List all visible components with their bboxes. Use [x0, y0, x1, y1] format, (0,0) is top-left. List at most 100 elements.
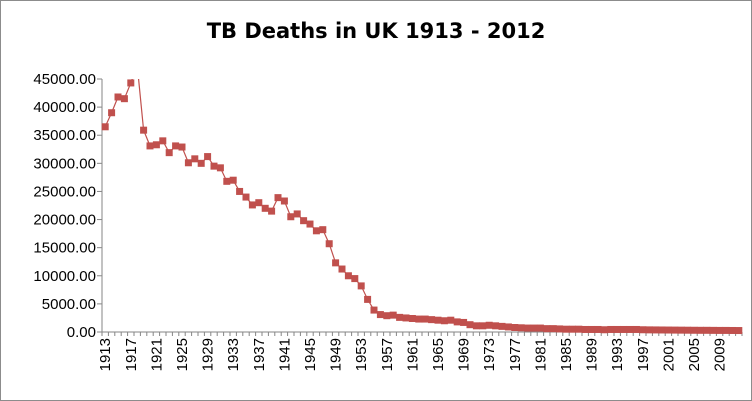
data-point	[236, 187, 244, 195]
x-tick-label: 1953	[353, 338, 370, 371]
data-point	[492, 322, 500, 330]
data-point	[383, 312, 391, 320]
data-point	[485, 321, 493, 329]
x-tick-label: 1985	[558, 338, 575, 371]
x-tick-label: 1993	[609, 338, 626, 371]
x-tick-label: 1925	[174, 338, 191, 371]
y-tick-label: 35000.00	[33, 127, 96, 144]
data-point	[191, 155, 199, 163]
data-point	[658, 326, 666, 334]
data-point	[575, 325, 583, 333]
x-tick-label: 1945	[302, 338, 319, 371]
data-point	[204, 153, 212, 161]
x-tick-label: 1933	[225, 338, 242, 371]
data-point	[479, 322, 487, 330]
data-point	[134, 61, 141, 68]
x-tick-label: 1973	[481, 338, 498, 371]
y-tick-label: 30000.00	[33, 155, 96, 172]
data-point	[248, 201, 256, 209]
data-point	[434, 316, 442, 324]
x-tick-label: 1989	[584, 338, 601, 371]
data-point	[229, 176, 237, 184]
data-point	[287, 213, 295, 221]
data-point	[504, 323, 512, 331]
y-tick-label: 0.00	[67, 324, 96, 341]
data-point	[524, 324, 532, 332]
data-point	[536, 324, 544, 332]
data-point	[344, 272, 352, 280]
data-point	[159, 137, 167, 145]
data-point	[735, 327, 743, 335]
data-point	[652, 326, 660, 334]
series-line	[104, 79, 739, 332]
x-tick-label: 1957	[379, 338, 396, 371]
data-point	[613, 325, 621, 333]
data-point	[600, 326, 608, 334]
data-point	[312, 227, 320, 235]
y-tick-label: 25000.00	[33, 183, 96, 200]
data-point	[332, 259, 340, 267]
data-point	[703, 326, 711, 334]
data-point	[351, 275, 359, 283]
data-point	[530, 324, 538, 332]
data-point	[588, 325, 596, 333]
data-point	[306, 220, 314, 228]
x-tick-label: 1921	[148, 338, 165, 371]
x-tick-label: 1917	[123, 338, 140, 371]
chart-title: TB Deaths in UK 1913 - 2012	[206, 19, 546, 43]
data-point	[415, 315, 423, 323]
series-group	[101, 61, 743, 335]
data-point	[357, 282, 365, 290]
data-point	[172, 142, 180, 150]
data-point	[684, 326, 692, 334]
data-point	[472, 322, 480, 330]
data-point	[274, 194, 282, 202]
x-tick-label: 1961	[404, 338, 421, 371]
data-point	[696, 326, 704, 334]
x-tick-label: 1981	[532, 338, 549, 371]
data-point	[639, 326, 647, 334]
data-point	[645, 326, 653, 334]
data-series	[101, 61, 743, 335]
y-tick-label: 45000.00	[33, 71, 96, 88]
data-point	[197, 159, 205, 167]
data-point	[300, 217, 308, 225]
data-point	[338, 265, 346, 273]
data-point	[626, 325, 634, 333]
data-point	[210, 162, 218, 170]
data-point	[562, 325, 570, 333]
data-point	[709, 326, 717, 334]
data-point	[421, 315, 429, 323]
y-axis: 0.00 5000.00 10000.00 15000.00 20000.00 25000…	[33, 71, 103, 341]
x-tick-label: 1997	[635, 338, 652, 371]
data-point	[549, 325, 557, 333]
data-point	[146, 142, 154, 150]
x-axis: 1913 1917 1921 1925 1929 1933 1937 1941 1945 1949…	[97, 331, 743, 371]
x-tick-label: 1949	[328, 338, 345, 371]
data-point	[319, 226, 327, 234]
data-point	[389, 311, 397, 319]
data-point	[268, 207, 276, 215]
data-point	[664, 326, 672, 334]
data-point	[440, 317, 448, 325]
data-point	[408, 315, 416, 323]
y-tick-label: 10000.00	[33, 268, 96, 285]
y-tick-label: 5000.00	[42, 296, 96, 313]
x-tick-label: 1977	[507, 338, 524, 371]
y-tick-label: 40000.00	[33, 99, 96, 116]
data-point	[460, 318, 468, 326]
x-tick-label: 1913	[97, 338, 114, 371]
data-point	[101, 123, 109, 131]
data-point	[511, 324, 519, 332]
y-tick-label: 20000.00	[33, 212, 96, 229]
x-tick-label: 1941	[276, 338, 293, 371]
x-tick-label: 1929	[200, 338, 217, 371]
data-point	[255, 199, 263, 207]
data-point	[120, 95, 128, 103]
x-tick-label: 2001	[660, 338, 677, 371]
data-point	[722, 326, 730, 334]
data-point	[184, 159, 192, 167]
data-point	[632, 325, 640, 333]
data-point	[581, 325, 589, 333]
